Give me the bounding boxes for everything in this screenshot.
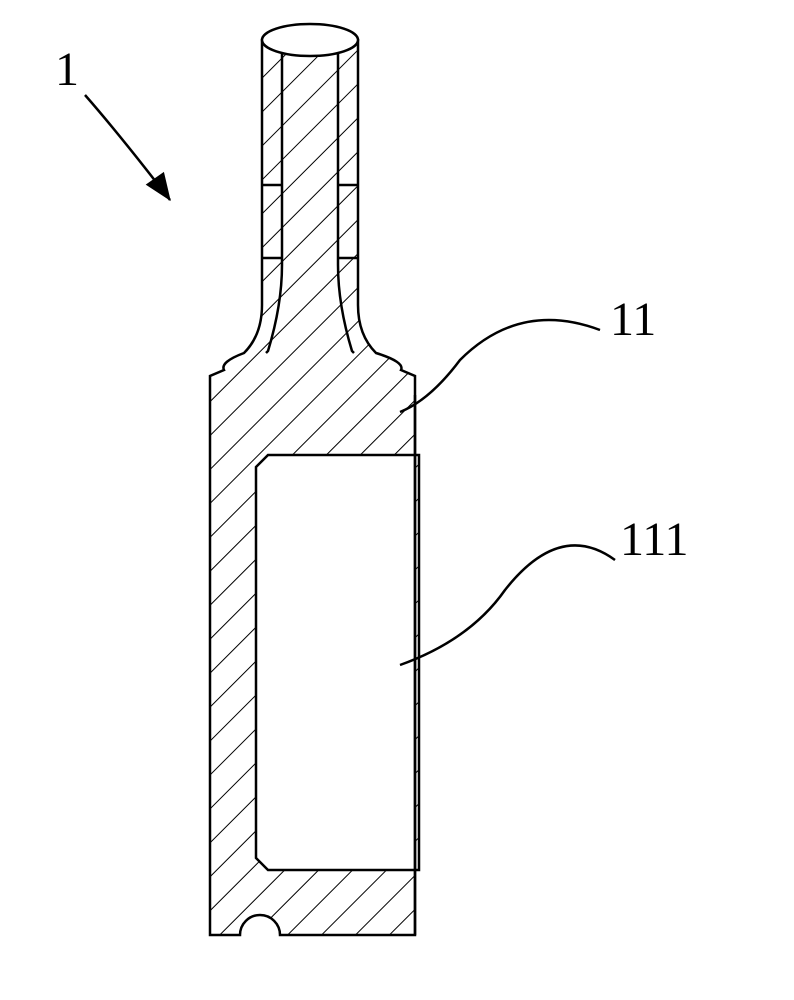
callout-label: 111 <box>620 513 688 566</box>
callout-label: 1 <box>55 43 79 96</box>
callout-label: 11 <box>610 293 656 346</box>
